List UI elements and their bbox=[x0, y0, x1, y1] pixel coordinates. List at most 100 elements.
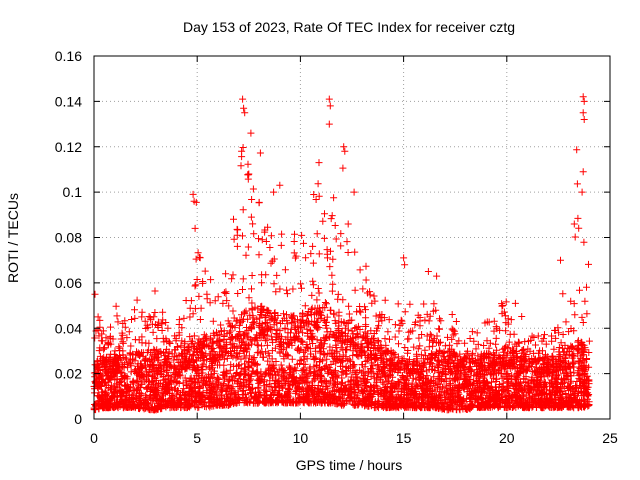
data-point bbox=[250, 230, 258, 238]
data-point bbox=[109, 362, 117, 370]
data-point bbox=[315, 250, 323, 258]
data-point bbox=[524, 381, 532, 389]
data-point bbox=[155, 380, 163, 388]
data-point bbox=[280, 310, 287, 318]
data-point bbox=[361, 363, 369, 371]
data-point bbox=[423, 367, 431, 375]
data-point bbox=[162, 402, 170, 410]
data-point bbox=[495, 402, 503, 410]
data-point bbox=[416, 342, 424, 350]
data-point bbox=[118, 388, 125, 396]
data-point bbox=[205, 373, 213, 381]
data-point bbox=[528, 332, 536, 340]
data-point bbox=[359, 285, 367, 293]
data-point bbox=[298, 388, 306, 395]
data-point bbox=[344, 249, 352, 256]
data-point bbox=[195, 292, 203, 300]
data-point bbox=[338, 357, 346, 364]
data-point bbox=[503, 404, 511, 412]
data-point bbox=[525, 362, 533, 370]
data-point bbox=[335, 325, 343, 332]
data-point bbox=[283, 286, 291, 294]
data-point bbox=[248, 272, 256, 279]
data-point bbox=[309, 277, 317, 285]
data-point bbox=[152, 395, 160, 402]
data-point bbox=[228, 352, 236, 359]
data-point bbox=[364, 289, 371, 297]
data-point bbox=[313, 230, 321, 238]
data-point bbox=[366, 395, 374, 403]
data-point bbox=[314, 180, 322, 188]
data-point bbox=[228, 275, 236, 283]
data-point bbox=[485, 344, 493, 352]
data-point bbox=[373, 382, 381, 390]
data-point bbox=[433, 385, 441, 393]
data-point bbox=[244, 371, 252, 379]
data-point bbox=[544, 364, 552, 372]
data-point bbox=[356, 266, 364, 274]
data-point bbox=[181, 358, 189, 366]
data-point bbox=[553, 386, 561, 394]
data-point bbox=[292, 390, 300, 398]
data-point bbox=[258, 302, 266, 310]
data-point bbox=[427, 396, 435, 404]
data-point bbox=[277, 320, 285, 327]
data-point bbox=[187, 337, 195, 345]
data-point bbox=[576, 354, 584, 362]
data-point bbox=[401, 344, 409, 351]
data-point bbox=[117, 368, 125, 376]
data-point bbox=[270, 255, 278, 263]
data-point bbox=[385, 316, 393, 324]
data-point bbox=[138, 308, 146, 316]
data-point bbox=[236, 316, 244, 324]
data-point bbox=[398, 386, 406, 394]
data-point bbox=[233, 362, 241, 370]
data-point bbox=[192, 372, 200, 380]
data-point bbox=[481, 319, 489, 327]
data-point bbox=[122, 391, 130, 399]
data-point bbox=[266, 323, 274, 331]
data-point bbox=[220, 368, 228, 376]
data-point bbox=[441, 342, 449, 350]
data-point bbox=[575, 358, 583, 366]
data-point bbox=[514, 378, 522, 386]
data-point bbox=[229, 344, 236, 352]
data-point bbox=[430, 300, 438, 308]
data-point bbox=[478, 363, 486, 371]
data-point bbox=[271, 388, 279, 396]
data-point bbox=[574, 338, 582, 346]
data-point bbox=[386, 355, 394, 363]
data-point bbox=[316, 308, 324, 316]
data-point bbox=[572, 382, 579, 390]
data-point bbox=[309, 340, 317, 347]
data-point bbox=[316, 349, 324, 357]
data-point bbox=[465, 379, 473, 387]
data-point bbox=[520, 385, 528, 393]
grid bbox=[94, 56, 610, 419]
data-point bbox=[162, 319, 170, 326]
data-point bbox=[484, 382, 492, 390]
data-point bbox=[338, 368, 346, 376]
data-point bbox=[576, 286, 583, 294]
data-point bbox=[311, 372, 319, 380]
data-point bbox=[583, 310, 591, 318]
data-point bbox=[96, 367, 104, 374]
data-point bbox=[233, 343, 241, 351]
data-point bbox=[410, 367, 418, 375]
data-point bbox=[182, 390, 190, 398]
data-point bbox=[277, 241, 285, 249]
data-point bbox=[353, 330, 361, 338]
data-point bbox=[138, 363, 146, 371]
data-point bbox=[145, 339, 153, 347]
data-point bbox=[238, 311, 245, 319]
data-point bbox=[492, 323, 500, 331]
data-point bbox=[345, 302, 353, 310]
data-point bbox=[171, 373, 179, 381]
data-point bbox=[255, 321, 263, 329]
data-point bbox=[432, 348, 440, 356]
data-point bbox=[359, 387, 367, 395]
data-point bbox=[355, 383, 363, 391]
data-point bbox=[362, 276, 370, 284]
data-point bbox=[406, 300, 414, 308]
data-point bbox=[445, 347, 453, 355]
